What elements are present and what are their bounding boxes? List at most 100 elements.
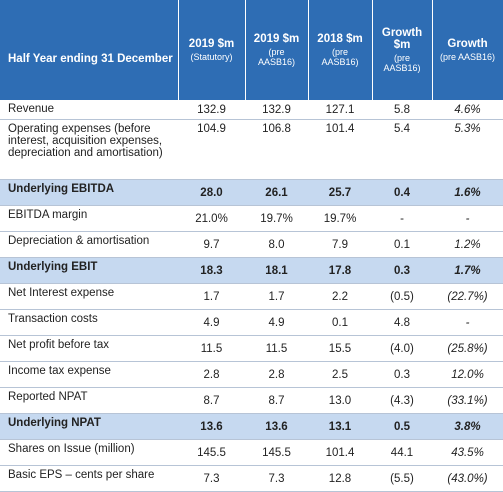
row-label: Depreciation & amortisation	[0, 231, 178, 258]
header-subtitle: (pre AASB16)	[257, 47, 296, 67]
value-cell: (33.1%)	[432, 387, 503, 414]
value-cell: 2.5	[308, 361, 372, 388]
header-cell: 2019 $m (pre AASB16)	[245, 0, 309, 100]
value-cell: 8.7	[178, 387, 245, 414]
value-cell: 8.0	[245, 231, 308, 258]
value-cell: -	[432, 309, 503, 336]
header-cell: 2018 $m (pre AASB16)	[308, 0, 373, 100]
table-header: Half Year ending 31 December 2019 $m (Stat…	[0, 0, 503, 100]
value-cell: (4.3)	[372, 387, 432, 414]
value-cell: 1.7	[178, 283, 245, 310]
value-cell: 7.3	[178, 465, 245, 492]
header-cell: Growth (pre AASB16)	[432, 0, 503, 100]
value-cell: 13.6	[178, 413, 245, 440]
value-cell: 7.9	[308, 231, 372, 258]
table-row: Transaction costs 4.9 4.9 0.1 4.8-	[0, 309, 503, 336]
header-title: Growth	[447, 38, 488, 50]
header-cell: 2019 $m (Statutory)	[178, 0, 246, 100]
value-cell: 1.7%	[432, 257, 503, 284]
value-cell: 132.9	[178, 100, 245, 120]
value-cell: 25.7	[308, 179, 372, 206]
value-cell: 5.4	[372, 119, 432, 180]
row-label: Net Interest expense	[0, 283, 178, 310]
table-row: Net Interest expense 1.7 1.7 2.2 (0.5) (22.7%…	[0, 283, 503, 310]
value-cell: (5.5)	[372, 465, 432, 492]
row-label: Underlying EBITDA	[0, 179, 178, 206]
table-row: Depreciation & amortisation 9.7 8.0 7.9 0.1 1…	[0, 231, 503, 258]
value-cell: 19.7%	[245, 205, 308, 232]
value-cell: 0.3	[372, 257, 432, 284]
header-title: 2019 $m	[188, 38, 235, 50]
value-cell: 4.8	[372, 309, 432, 336]
value-cell: 5.3%	[432, 119, 503, 180]
value-cell: 43.5%	[432, 439, 503, 466]
row-label: Income tax expense	[0, 361, 178, 388]
value-cell: (4.0)	[372, 335, 432, 362]
value-cell: 0.4	[372, 179, 432, 206]
value-cell: 145.5	[178, 439, 245, 466]
value-cell: 11.5	[178, 335, 245, 362]
value-cell: (43.0%)	[432, 465, 503, 492]
value-cell: 18.3	[178, 257, 245, 284]
header-subtitle: (pre AASB16)	[439, 52, 496, 62]
value-cell: 101.4	[308, 439, 372, 466]
value-cell: (0.5)	[372, 283, 432, 310]
value-cell: 13.0	[308, 387, 372, 414]
value-cell: 15.5	[308, 335, 372, 362]
table-row: Underlying EBIT 18.3 18.1 17.8 0.3 1.7%	[0, 257, 503, 284]
value-cell: 18.1	[245, 257, 308, 284]
value-cell: 12.8	[308, 465, 372, 492]
value-cell: 4.6%	[432, 100, 503, 120]
table-row: Income tax expense 2.8 2.8 2.5 0.3 12.0%	[0, 361, 503, 388]
header-title: Half Year ending 31 December	[8, 53, 173, 65]
value-cell: 17.8	[308, 257, 372, 284]
table-row: Underlying NPAT 13.6 13.6 13.1 0.5 3.8%	[0, 413, 503, 440]
value-cell: 9.7	[178, 231, 245, 258]
value-cell: 13.1	[308, 413, 372, 440]
value-cell: 0.1	[308, 309, 372, 336]
row-label: Shares on Issue (million)	[0, 439, 178, 466]
value-cell: 101.4	[308, 119, 372, 180]
value-cell: 1.6%	[432, 179, 503, 206]
table-row: Underlying EBITDA 28.0 26.1 25.7 0.4 1.6%	[0, 179, 503, 206]
value-cell: 1.2%	[432, 231, 503, 258]
header-subtitle: (pre AASB16)	[383, 53, 421, 73]
table-row: Operating expenses (before interest, acq…	[0, 119, 503, 180]
row-label: Underlying EBIT	[0, 257, 178, 284]
value-cell: -	[432, 205, 503, 232]
table-row: Reported NPAT 8.7 8.7 13.0 (4.3) (33.1%)	[0, 387, 503, 414]
row-label: Reported NPAT	[0, 387, 178, 414]
header-subtitle: (pre AASB16)	[321, 47, 359, 67]
header-title: 2018 $m	[317, 33, 363, 45]
header-subtitle: (Statutory)	[190, 52, 233, 62]
table-row: Shares on Issue (million) 145.5 145.5 101.4…	[0, 439, 503, 466]
value-cell: 106.8	[245, 119, 308, 180]
row-label: Revenue	[0, 100, 178, 120]
value-cell: 19.7%	[308, 205, 372, 232]
value-cell: 4.9	[178, 309, 245, 336]
row-label: EBITDA margin	[0, 205, 178, 232]
header-title: 2019 $m	[253, 33, 300, 45]
table-row: Basic EPS – cents per share 7.3 7.3 12.8 (5.…	[0, 465, 503, 492]
value-cell: 5.8	[372, 100, 432, 120]
value-cell: 2.2	[308, 283, 372, 310]
value-cell: 1.7	[245, 283, 308, 310]
row-label: Net profit before tax	[0, 335, 178, 362]
value-cell: 8.7	[245, 387, 308, 414]
value-cell: 28.0	[178, 179, 245, 206]
value-cell: 4.9	[245, 309, 308, 336]
value-cell: 44.1	[372, 439, 432, 466]
table-row: EBITDA margin 21.0% 19.7% 19.7% - -	[0, 205, 503, 232]
table-row: Revenue 132.9 132.9 127.1 5.8 4.6%	[0, 100, 503, 120]
table-row: Net profit before tax 11.5 11.5 15.5 (4.0) (2…	[0, 335, 503, 362]
row-label: Basic EPS – cents per share	[0, 465, 178, 492]
value-cell: 11.5	[245, 335, 308, 362]
value-cell: 21.0%	[178, 205, 245, 232]
value-cell: 0.3	[372, 361, 432, 388]
header-cell: Half Year ending 31 December	[0, 0, 179, 100]
value-cell: 2.8	[178, 361, 245, 388]
value-cell: (22.7%)	[432, 283, 503, 310]
table-body: Revenue 132.9 132.9 127.1 5.8 4.6% Operating e…	[0, 100, 503, 492]
value-cell: 7.3	[245, 465, 308, 492]
